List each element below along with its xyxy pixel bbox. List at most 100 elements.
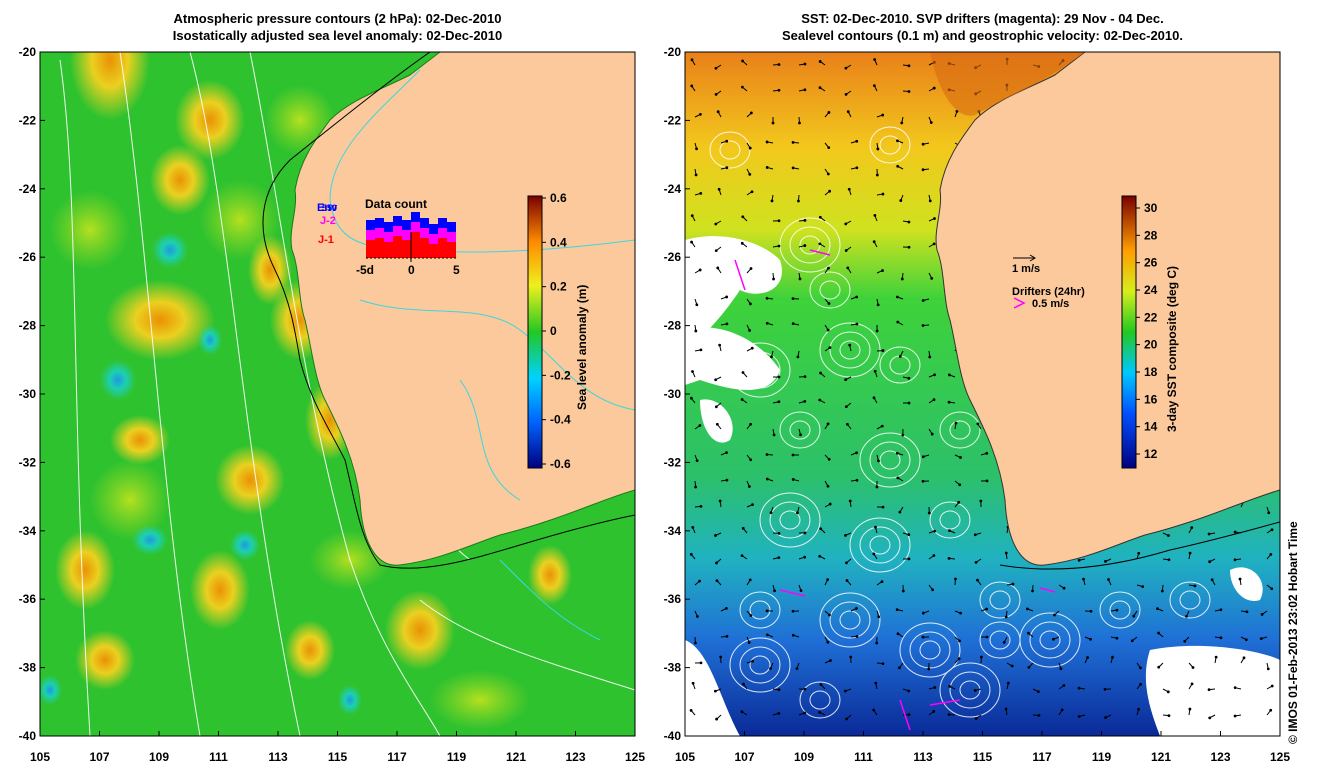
credit-text: © IMOS 01-Feb-2013 23:02 Hobart Time xyxy=(1286,521,1300,744)
left-lon-tick-117: 117 xyxy=(387,750,407,764)
left-lat-tick--36: -36 xyxy=(19,592,37,606)
right-shelf-contour xyxy=(999,521,1280,570)
left-lon-tick-105: 105 xyxy=(30,750,50,764)
right-lon-tick-113: 113 xyxy=(913,750,933,764)
left-lon-tick-125: 125 xyxy=(625,750,645,764)
right-lat-tick--20: -20 xyxy=(664,45,682,59)
left-lon-tick-107: 107 xyxy=(89,750,109,764)
left-map xyxy=(40,52,635,736)
right-lon-tick-121: 121 xyxy=(1151,750,1171,764)
sst-colorbar-tick-24: 24 xyxy=(1144,283,1158,297)
right-lon-tick-123: 123 xyxy=(1210,750,1230,764)
left-lat-tick--40: -40 xyxy=(19,729,37,743)
right-lon-tick-125: 125 xyxy=(1270,750,1290,764)
velocity-scale-label: 1 m/s xyxy=(1012,263,1040,275)
sst-colorbar-tick-18: 18 xyxy=(1144,365,1158,379)
sst-colorbar-tick-26: 26 xyxy=(1144,256,1158,270)
sat-label-env: Env xyxy=(317,202,338,214)
sst-colorbar-tick-14: 14 xyxy=(1144,420,1158,434)
shelf-contour xyxy=(262,52,635,569)
sla-colorbar: 0.6 0.4 0.2 0 -0.2 -0.4 -0.6 Sea level anomaly… xyxy=(527,191,589,471)
sst-colorbar-tick-16: 16 xyxy=(1144,392,1158,406)
pressure-contours xyxy=(59,52,635,736)
right-lon-tick-107: 107 xyxy=(734,750,754,764)
left-map-title: Atmospheric pressure contours (2 hPa): 0… xyxy=(40,10,635,44)
sst-colorbar-tick-28: 28 xyxy=(1144,228,1158,242)
right-map xyxy=(685,52,1280,736)
right-axis-ticks: 105 107 109 111 113 115 117 119 121 123 125 -20 -22 -… xyxy=(664,45,1291,764)
sla-colorbar-tick-0.2: 0.2 xyxy=(550,280,567,294)
data-count-inset: Data count Env 550 J-2 J-1 -5d 0 5 xyxy=(317,197,460,277)
right-lon-tick-115: 115 xyxy=(973,750,993,764)
data-count-overlay: 550 xyxy=(322,203,337,213)
sla-colorbar-ramp xyxy=(527,195,543,469)
sla-colorbar-tick--0.2: -0.2 xyxy=(550,368,571,382)
right-map-title: SST: 02-Dec-2010. SVP drifters (magenta)… xyxy=(685,10,1280,44)
svp-drifter-tracks xyxy=(734,249,1056,731)
left-lat-tick--30: -30 xyxy=(19,387,37,401)
sst-colorbar-tick-30: 30 xyxy=(1144,201,1158,215)
left-lat-tick--26: -26 xyxy=(19,250,37,264)
left-title-line2: Isostatically adjusted sea level anomaly… xyxy=(172,28,503,43)
left-lat-tick--34: -34 xyxy=(19,524,37,538)
sla-colorbar-tick-0: 0 xyxy=(550,324,557,338)
data-count-tick-m5: -5d xyxy=(356,263,374,277)
australia-land-right xyxy=(935,52,1280,566)
right-title-line1: SST: 02-Dec-2010. SVP drifters (magenta)… xyxy=(801,11,1164,26)
velocity-scale-arrowhead xyxy=(1029,254,1036,262)
right-lat-tick--26: -26 xyxy=(664,250,682,264)
sst-colorbar-tick-20: 20 xyxy=(1144,338,1158,352)
sst-colorbar-label: 3-day SST composite (deg C) xyxy=(1165,266,1179,432)
data-count-tick-5: 5 xyxy=(453,263,460,277)
right-title-line2: Sealevel contours (0.1 m) and geostrophi… xyxy=(782,28,1183,43)
left-lon-tick-121: 121 xyxy=(506,750,526,764)
velocity-legend: 1 m/s Drifters (24hr) 0.5 m/s xyxy=(1012,254,1085,310)
left-lat-tick--32: -32 xyxy=(19,455,37,469)
data-count-title: Data count xyxy=(365,197,427,211)
left-lon-tick-115: 115 xyxy=(328,750,348,764)
left-lat-tick--22: -22 xyxy=(19,113,37,127)
right-lat-tick--34: -34 xyxy=(664,524,682,538)
sst-colorbar-ramp xyxy=(1121,195,1137,469)
left-lon-tick-113: 113 xyxy=(268,750,288,764)
left-lat-tick--24: -24 xyxy=(19,182,37,196)
left-lat-tick--28: -28 xyxy=(19,319,37,333)
sla-colorbar-tick-0.6: 0.6 xyxy=(550,191,567,205)
right-lon-tick-111: 111 xyxy=(854,750,873,764)
sst-colorbar-tick-12: 12 xyxy=(1144,447,1158,461)
sla-colorbar-tick--0.6: -0.6 xyxy=(550,457,571,471)
sat-label-j1: J-1 xyxy=(318,234,334,246)
drifters-label: Drifters (24hr) xyxy=(1012,286,1085,298)
sat-label-j2: J-2 xyxy=(320,215,336,227)
left-title-line1: Atmospheric pressure contours (2 hPa): 0… xyxy=(173,11,502,26)
sst-colorbar: 30 28 26 24 22 20 18 16 14 12 3-day SST composite… xyxy=(1121,195,1179,469)
right-lat-tick--36: -36 xyxy=(664,592,682,606)
right-lon-tick-119: 119 xyxy=(1092,750,1112,764)
warm-coastal-water xyxy=(930,52,1085,116)
right-lat-tick--40: -40 xyxy=(664,729,682,743)
left-lon-tick-119: 119 xyxy=(447,750,467,764)
sst-colorbar-ticks: 30 28 26 24 22 20 18 16 14 12 xyxy=(1136,201,1158,461)
left-lon-tick-123: 123 xyxy=(565,750,585,764)
sla-colorbar-ticks: 0.6 0.4 0.2 0 -0.2 -0.4 -0.6 xyxy=(542,191,571,471)
right-lat-tick--24: -24 xyxy=(664,182,682,196)
left-lat-tick--38: -38 xyxy=(19,661,37,675)
left-lon-tick-109: 109 xyxy=(149,750,169,764)
data-count-bars xyxy=(366,212,456,258)
right-lon-tick-117: 117 xyxy=(1032,750,1052,764)
right-lat-tick--28: -28 xyxy=(664,319,682,333)
sla-colorbar-tick--0.4: -0.4 xyxy=(550,413,571,427)
drifters-scale-label: 0.5 m/s xyxy=(1032,298,1069,310)
right-lat-tick--32: -32 xyxy=(664,455,682,469)
right-lat-tick--38: -38 xyxy=(664,661,682,675)
sla-colorbar-tick-0.4: 0.4 xyxy=(550,235,567,249)
left-axis-ticks: 105 107 109 111 113 115 117 119 121 123 125 -20 -22 -… xyxy=(19,45,646,764)
left-lon-tick-111: 111 xyxy=(209,750,228,764)
sst-colorbar-tick-22: 22 xyxy=(1144,310,1158,324)
data-count-tick-0: 0 xyxy=(408,263,415,277)
drifter-legend-icon xyxy=(1013,297,1026,309)
right-lon-tick-109: 109 xyxy=(794,750,814,764)
right-lat-tick--22: -22 xyxy=(664,113,682,127)
australia-land xyxy=(290,52,635,566)
